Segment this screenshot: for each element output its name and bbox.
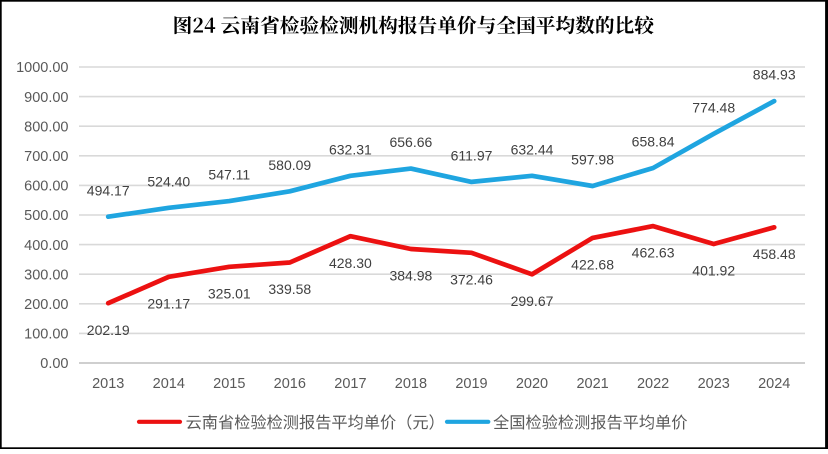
svg-text:800.00: 800.00	[24, 119, 68, 135]
svg-text:884.93: 884.93	[753, 67, 796, 83]
svg-text:658.84: 658.84	[632, 134, 675, 150]
svg-text:300.00: 300.00	[24, 267, 68, 283]
svg-text:401.92: 401.92	[692, 263, 735, 279]
svg-text:632.44: 632.44	[511, 141, 554, 157]
svg-text:2015: 2015	[213, 376, 245, 392]
svg-text:580.09: 580.09	[268, 157, 311, 173]
svg-text:384.98: 384.98	[389, 268, 432, 284]
svg-text:291.17: 291.17	[147, 295, 190, 311]
svg-text:494.17: 494.17	[87, 182, 130, 198]
svg-text:2016: 2016	[274, 376, 306, 392]
svg-text:339.58: 339.58	[268, 281, 311, 297]
svg-text:422.68: 422.68	[571, 257, 614, 273]
svg-text:500.00: 500.00	[24, 208, 68, 224]
svg-text:400.00: 400.00	[24, 238, 68, 254]
svg-text:100.00: 100.00	[24, 327, 68, 343]
svg-text:428.30: 428.30	[329, 255, 372, 271]
svg-text:611.97: 611.97	[451, 148, 493, 164]
svg-text:372.46: 372.46	[450, 271, 493, 287]
svg-text:656.66: 656.66	[389, 134, 432, 150]
svg-text:2024: 2024	[758, 376, 790, 392]
svg-text:202.19: 202.19	[87, 322, 130, 338]
svg-text:0.00: 0.00	[40, 356, 68, 372]
svg-text:2019: 2019	[455, 376, 487, 392]
svg-text:774.48: 774.48	[692, 99, 735, 115]
svg-text:524.40: 524.40	[147, 173, 190, 189]
svg-text:600.00: 600.00	[24, 179, 68, 195]
svg-text:2023: 2023	[698, 376, 730, 392]
svg-text:1000.00: 1000.00	[16, 60, 68, 76]
svg-text:2018: 2018	[395, 376, 427, 392]
svg-text:597.98: 597.98	[571, 152, 614, 168]
svg-text:700.00: 700.00	[24, 149, 68, 165]
svg-text:2014: 2014	[153, 376, 185, 392]
svg-text:462.63: 462.63	[632, 245, 675, 261]
svg-text:2021: 2021	[576, 376, 608, 392]
svg-text:2013: 2013	[92, 376, 124, 392]
svg-text:632.31: 632.31	[329, 141, 372, 157]
svg-text:2020: 2020	[516, 376, 548, 392]
svg-text:2022: 2022	[637, 376, 669, 392]
svg-text:299.67: 299.67	[511, 293, 554, 309]
svg-text:325.01: 325.01	[208, 285, 251, 301]
svg-text:2017: 2017	[334, 376, 366, 392]
svg-text:547.11: 547.11	[208, 167, 250, 183]
svg-text:200.00: 200.00	[24, 297, 68, 313]
svg-text:900.00: 900.00	[24, 90, 68, 106]
svg-text:458.48: 458.48	[753, 246, 796, 262]
